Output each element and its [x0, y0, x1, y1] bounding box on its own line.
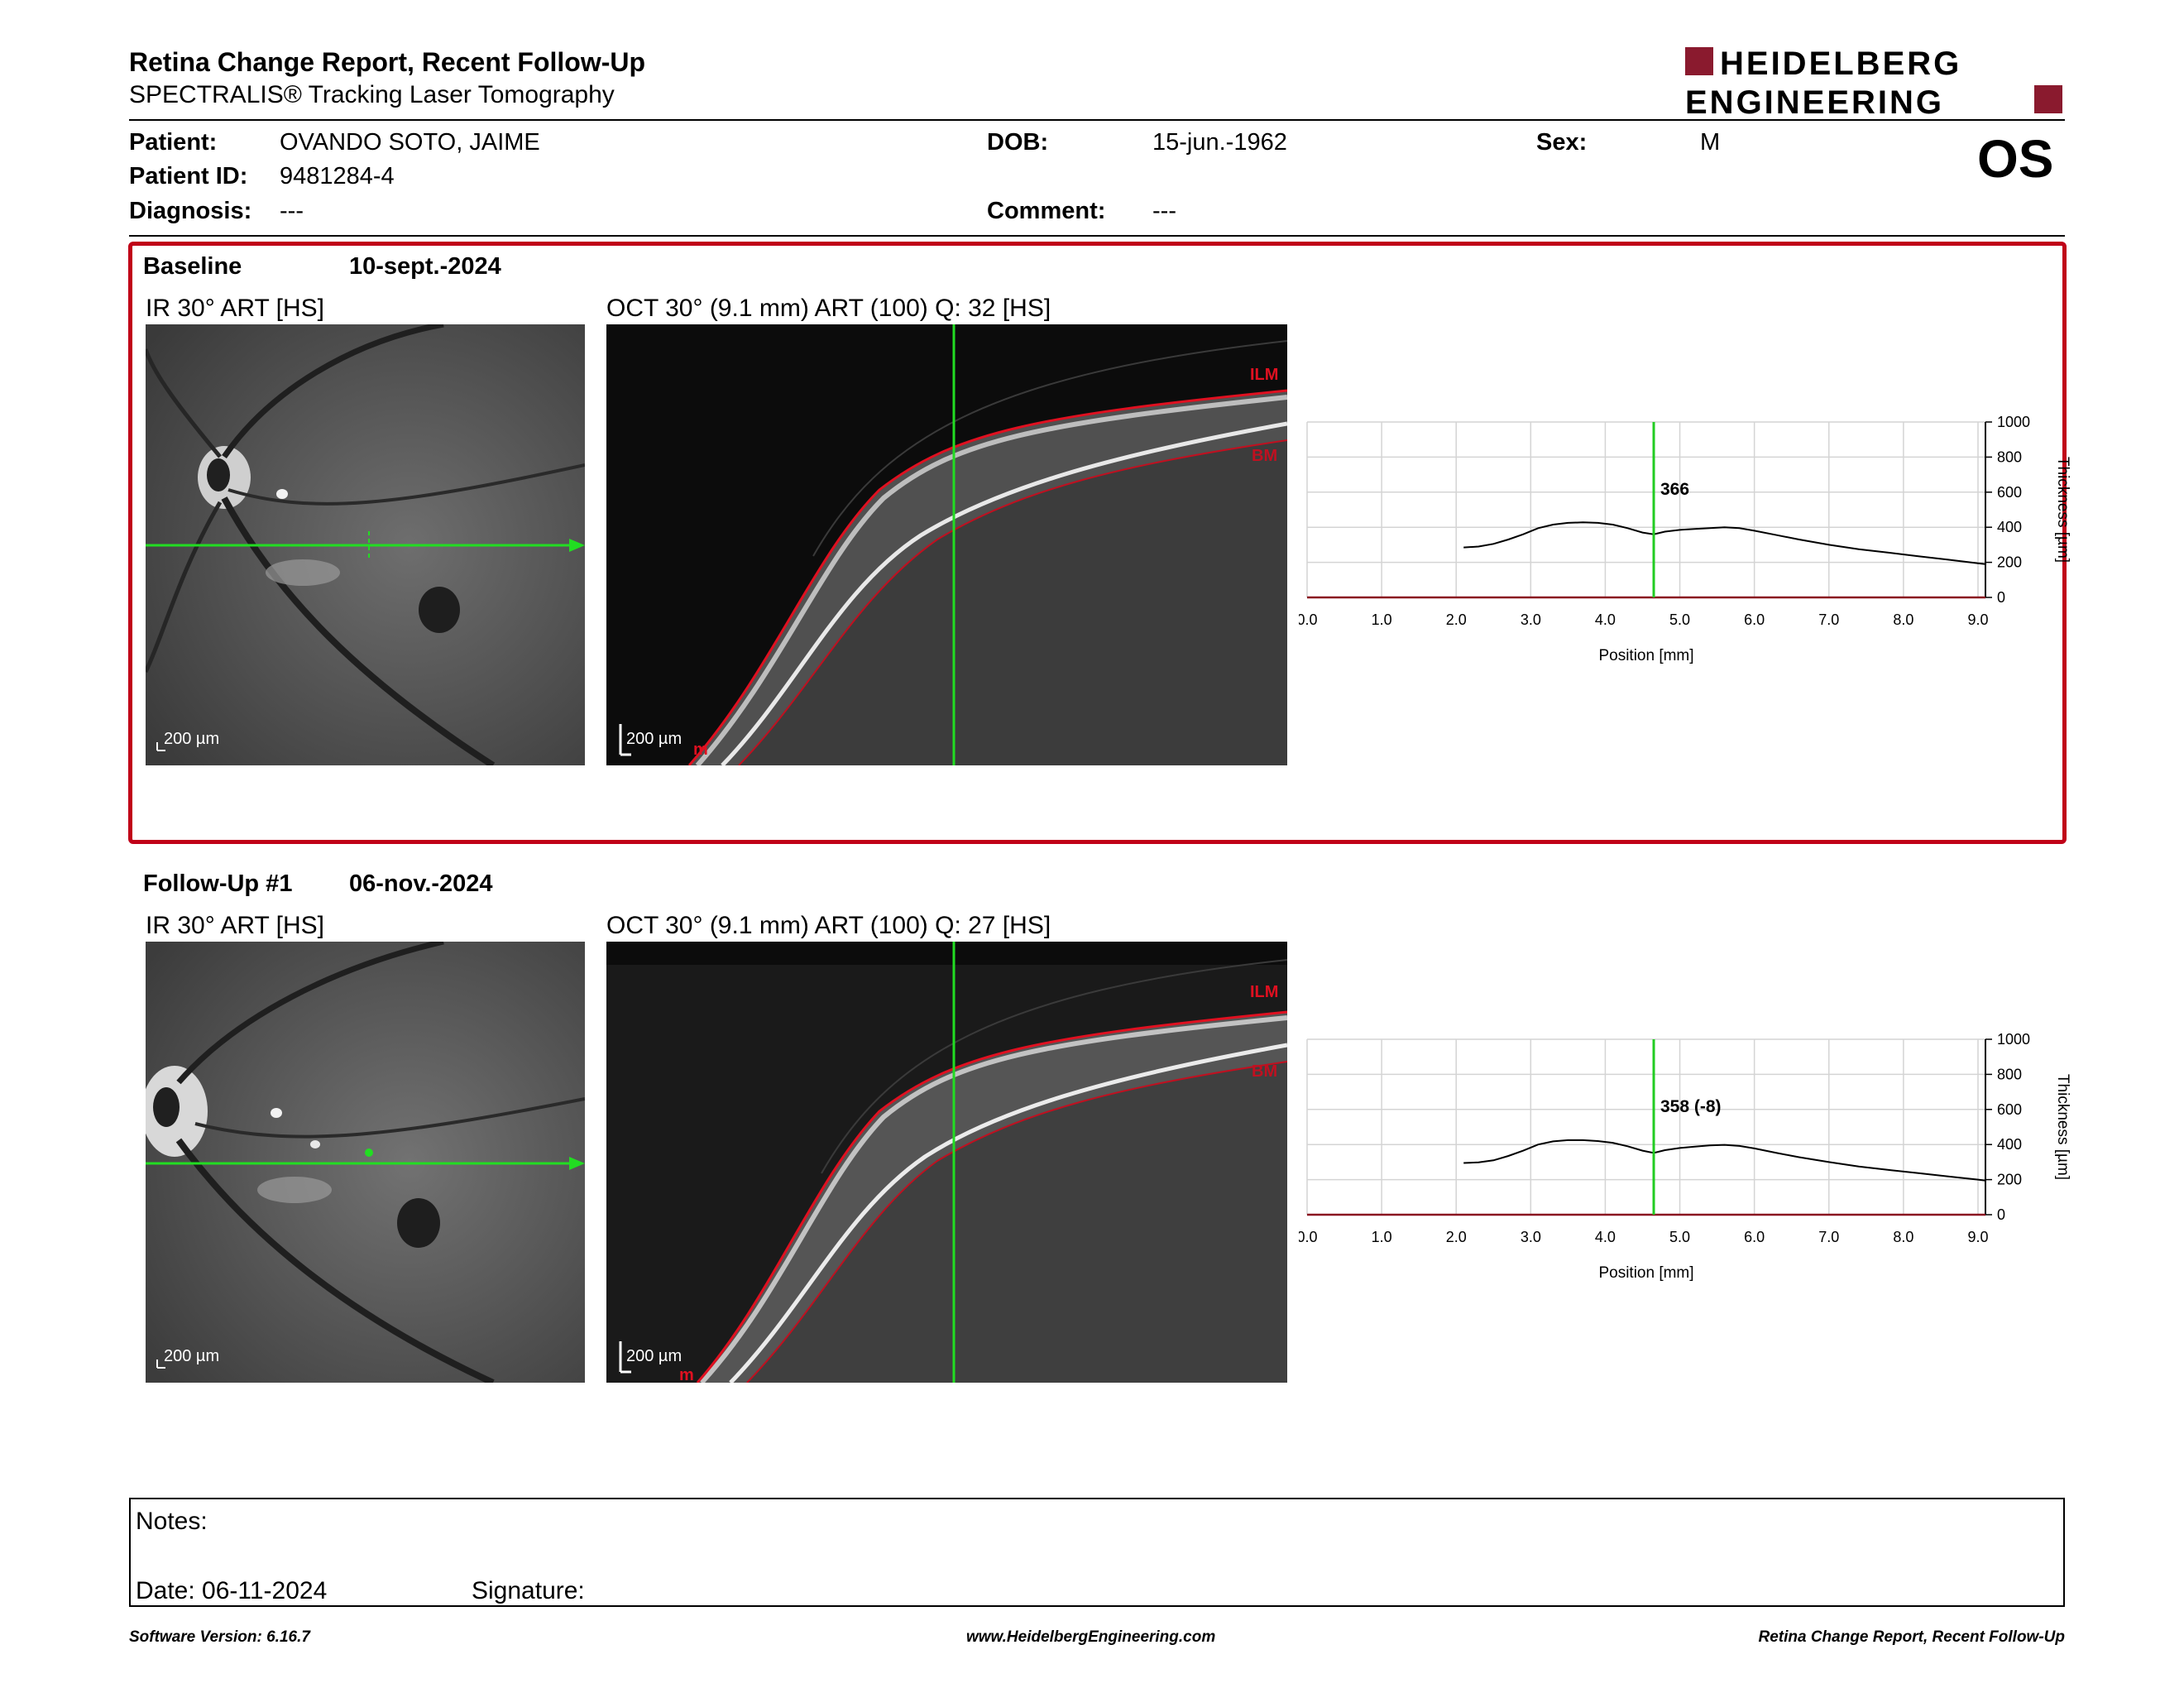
baseline-ir-title: IR 30° ART [HS]: [146, 295, 324, 322]
y-tick-label: 400: [1997, 1136, 2022, 1153]
x-axis-label: Position [mm]: [1598, 647, 1693, 664]
x-tick-label: 5.0: [1669, 1229, 1690, 1245]
y-tick-label: 800: [1997, 1066, 2022, 1082]
baseline-oct-scale: 200 µm: [626, 730, 682, 748]
x-tick-label: 5.0: [1669, 611, 1690, 628]
notes-date: Date: 06-11-2024: [136, 1577, 328, 1604]
baseline-date: 10-sept.-2024: [349, 253, 501, 280]
baseline-edge-label: m: [693, 741, 708, 759]
eye-label: OS: [1977, 129, 2054, 189]
followup-date: 06-nov.-2024: [349, 870, 493, 897]
heidelberg-logo: HEIDELBERG ENGINEERING: [1685, 46, 2066, 121]
logo-line1: HEIDELBERG: [1720, 46, 1961, 82]
baseline-frame: [128, 242, 2067, 844]
sex-value: M: [1700, 129, 1721, 156]
footer-report-name: Retina Change Report, Recent Follow-Up: [1758, 1628, 2065, 1646]
sex-label: Sex:: [1536, 129, 1588, 156]
followup-oct-bscan-image[interactable]: ILM BM m 200 µm: [606, 942, 1287, 1383]
x-tick-label: 9.0: [1967, 1229, 1988, 1245]
signature-label: Signature:: [472, 1577, 585, 1604]
x-tick-label: 8.0: [1893, 1229, 1913, 1245]
x-tick-label: 6.0: [1744, 611, 1765, 628]
notes-label: Notes:: [136, 1508, 208, 1535]
x-tick-label: 9.0: [1967, 611, 1988, 628]
logo-line2: ENGINEERING: [1685, 84, 1944, 120]
comment-value: ---: [1152, 198, 1176, 224]
marker-value-label: 358 (-8): [1660, 1097, 1722, 1116]
y-tick-label: 200: [1997, 554, 2022, 571]
notes-box[interactable]: [129, 1498, 2065, 1607]
patient-rule: [129, 235, 2065, 237]
patient-id-label: Patient ID:: [129, 163, 248, 189]
x-tick-label: 7.0: [1818, 611, 1839, 628]
header-rule: [129, 119, 2065, 121]
thickness-series-line: [1463, 521, 1986, 565]
y-tick-label: 800: [1997, 448, 2022, 465]
x-tick-label: 1.0: [1372, 1229, 1392, 1245]
y-tick-label: 600: [1997, 484, 2022, 501]
baseline-label: Baseline: [143, 253, 242, 280]
dob-value: 15-jun.-1962: [1152, 129, 1287, 156]
followup-label: Follow-Up #1: [143, 870, 293, 897]
followup-ir-fundus-image[interactable]: 200 µm: [146, 942, 585, 1383]
diagnosis-value: ---: [280, 198, 304, 224]
followup-oct-title: OCT 30° (9.1 mm) ART (100) Q: 27 [HS]: [606, 912, 1051, 939]
patient-name-label: Patient:: [129, 129, 218, 156]
followup-bm-label: BM: [1252, 1062, 1277, 1081]
y-axis-label: Thickness [µm]: [2054, 1074, 2071, 1180]
x-tick-label: 0.0: [1299, 611, 1318, 628]
y-tick-label: 600: [1997, 1101, 2022, 1118]
baseline-oct-title: OCT 30° (9.1 mm) ART (100) Q: 32 [HS]: [606, 295, 1051, 322]
x-tick-label: 2.0: [1446, 611, 1467, 628]
x-tick-label: 1.0: [1372, 611, 1392, 628]
x-tick-label: 4.0: [1595, 1229, 1616, 1245]
y-tick-label: 1000: [1997, 1031, 2030, 1048]
x-tick-label: 8.0: [1893, 611, 1913, 628]
patient-name: OVANDO SOTO, JAIME: [280, 129, 540, 156]
x-tick-label: 6.0: [1744, 1229, 1765, 1245]
y-tick-label: 0: [1997, 589, 2005, 606]
footer-version: Software Version: 6.16.7: [129, 1628, 310, 1646]
report-title: Retina Change Report, Recent Follow-Up: [129, 47, 646, 77]
baseline-ilm-label: ILM: [1250, 366, 1278, 384]
x-axis-label: Position [mm]: [1598, 1264, 1693, 1282]
diagnosis-label: Diagnosis:: [129, 198, 252, 224]
baseline-ir-scale: 200 µm: [164, 730, 219, 748]
report-subtitle: SPECTRALIS® Tracking Laser Tomography: [129, 81, 615, 108]
y-tick-label: 1000: [1997, 414, 2030, 430]
followup-ir-scale: 200 µm: [164, 1347, 219, 1365]
x-tick-label: 2.0: [1446, 1229, 1467, 1245]
y-axis-label: Thickness [µm]: [2054, 457, 2071, 563]
patient-id: 9481284-4: [280, 163, 395, 189]
marker-value-label: 366: [1660, 480, 1689, 499]
dob-label: DOB:: [987, 129, 1049, 156]
baseline-thickness-chart: 0.0 1.0 2.0 3.0 4.0 5.0 6.0 7.0 8.0 9.0 0 200 400 600…: [1296, 414, 2076, 679]
x-tick-label: 4.0: [1595, 611, 1616, 628]
baseline-bm-label: BM: [1252, 447, 1277, 465]
baseline-ir-fundus-image[interactable]: 200 µm: [146, 324, 585, 765]
followup-ir-title: IR 30° ART [HS]: [146, 912, 324, 939]
y-tick-label: 400: [1997, 519, 2022, 535]
y-tick-label: 200: [1997, 1172, 2022, 1188]
followup-ilm-label: ILM: [1250, 983, 1278, 1001]
followup-oct-scale: 200 µm: [626, 1347, 682, 1365]
followup-edge-label: m: [679, 1366, 694, 1383]
followup-thickness-chart: 0.0 1.0 2.0 3.0 4.0 5.0 6.0 7.0 8.0 9.0 0 200 400 600…: [1296, 1031, 2076, 1296]
thickness-series-line: [1463, 1139, 1986, 1182]
y-tick-label: 0: [1997, 1206, 2005, 1223]
comment-label: Comment:: [987, 198, 1106, 224]
x-tick-label: 7.0: [1818, 1229, 1839, 1245]
x-tick-label: 0.0: [1299, 1229, 1318, 1245]
baseline-oct-bscan-image[interactable]: ILM BM m 200 µm: [606, 324, 1287, 765]
footer-website[interactable]: www.HeidelbergEngineering.com: [966, 1628, 1216, 1646]
x-tick-label: 3.0: [1521, 611, 1541, 628]
x-tick-label: 3.0: [1521, 1229, 1541, 1245]
